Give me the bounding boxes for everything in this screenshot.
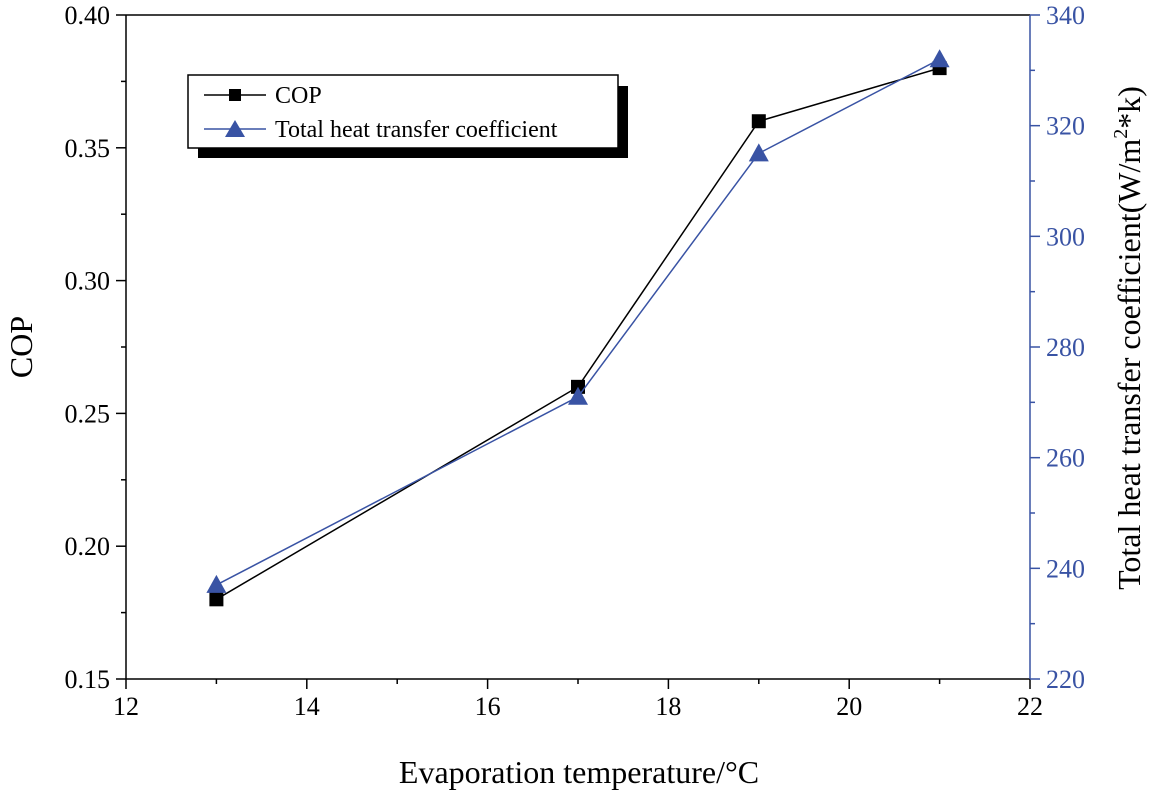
series-line-htc (216, 58, 940, 586)
legend-marker-htc (225, 120, 245, 137)
legend-label-htc: Total heat transfer coefficient (275, 117, 558, 143)
data-point-htc (929, 49, 950, 68)
y-axis-left: 0.15 0.20 0.25 0.30 0.35 0.40 (65, 1, 126, 694)
y-right-tick-label: 320 (1046, 112, 1085, 141)
y-axis-left-title: COP (3, 316, 39, 378)
x-tick-label: 22 (1017, 692, 1043, 721)
y-left-tick-label: 0.30 (65, 267, 111, 296)
data-point-cop (751, 114, 766, 129)
y-right-tick-label: 340 (1046, 1, 1085, 30)
legend: COP Total heat transfer coefficient (187, 74, 628, 158)
y-right-tick-label: 240 (1046, 554, 1085, 583)
x-tick-label: 14 (294, 692, 320, 721)
legend-box (187, 74, 619, 149)
y-axis-right-title-superscript: 2 (1110, 129, 1132, 139)
y-axis-right-title-end: *k) (1111, 86, 1147, 129)
x-tick-label: 20 (836, 692, 862, 721)
data-point-htc (748, 143, 769, 162)
y-left-tick-label: 0.40 (65, 1, 111, 30)
x-axis-title: Evaporation temperature/°C (399, 754, 759, 790)
x-tick-label: 12 (113, 692, 139, 721)
x-tick-label: 16 (475, 692, 501, 721)
y-axis-right: 220 240 260 280 300 320 340 (1030, 1, 1085, 694)
y-right-tick-label: 300 (1046, 222, 1085, 251)
y-axis-right-title-main: Total heat transfer coefficient(W/m (1111, 139, 1147, 590)
data-point-cop (209, 592, 224, 607)
y-left-tick-label: 0.20 (65, 532, 111, 561)
y-right-tick-label: 220 (1046, 665, 1085, 694)
data-point-htc (568, 386, 588, 405)
legend-label-cop: COP (275, 83, 322, 109)
y-left-tick-label: 0.35 (65, 134, 111, 163)
legend-marker-cop (229, 89, 241, 101)
y-right-tick-label: 260 (1046, 444, 1085, 473)
y-left-tick-label: 0.25 (65, 399, 111, 428)
series-layer (206, 49, 950, 607)
y-left-tick-label: 0.15 (65, 665, 111, 694)
y-right-tick-label: 280 (1046, 333, 1085, 362)
x-axis: 12 14 16 18 20 22 (113, 679, 1043, 721)
data-point-htc (206, 574, 227, 593)
y-axis-right-title: Total heat transfer coefficient(W/m2*k) (1110, 86, 1147, 590)
x-tick-label: 18 (655, 692, 681, 721)
series-line-cop (216, 67, 940, 600)
